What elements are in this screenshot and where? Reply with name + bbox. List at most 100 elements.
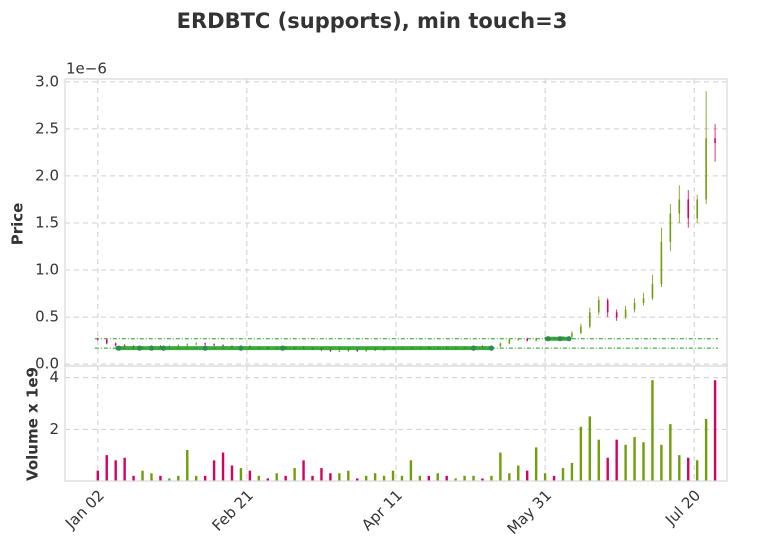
candle-body bbox=[123, 345, 126, 347]
candle-body bbox=[365, 350, 367, 351]
chart-title: ERDBTC (supports), min touch=3 bbox=[177, 9, 568, 33]
volume-tick-label: 4 bbox=[49, 368, 59, 386]
volume-bar bbox=[436, 473, 439, 481]
volume-bar bbox=[615, 439, 618, 481]
touch-point bbox=[557, 336, 563, 342]
volume-bar bbox=[275, 473, 278, 481]
y-tick-label: 2.5 bbox=[35, 119, 59, 137]
volume-bar bbox=[329, 473, 332, 481]
volume-bar bbox=[588, 416, 592, 481]
volume-frame bbox=[64, 365, 728, 482]
volume-bar bbox=[517, 465, 520, 481]
volume-bar bbox=[472, 475, 475, 481]
candle-body bbox=[195, 343, 198, 345]
x-tick-label: Feb 21 bbox=[209, 486, 257, 534]
candle-body bbox=[678, 199, 681, 214]
volume-bar bbox=[463, 475, 466, 481]
candle-body bbox=[356, 350, 359, 351]
candle-body bbox=[615, 312, 618, 318]
volume-bar bbox=[534, 447, 538, 481]
volume-bar bbox=[660, 444, 663, 481]
candle-body bbox=[597, 300, 600, 313]
candle-body bbox=[213, 344, 215, 346]
volume-bar bbox=[338, 473, 341, 481]
volume-bar bbox=[96, 470, 100, 481]
volume-bar bbox=[579, 426, 583, 481]
candle-body bbox=[669, 213, 672, 242]
y-offset-label: 1e−6 bbox=[66, 60, 107, 78]
touch-point bbox=[488, 345, 495, 351]
volume-bar bbox=[713, 380, 717, 481]
candle-body bbox=[97, 338, 99, 340]
volume-bar bbox=[195, 475, 198, 481]
candle-body bbox=[687, 199, 690, 219]
volume-bar bbox=[552, 475, 556, 481]
volume-tick-label: 2 bbox=[49, 420, 59, 438]
volume-bar bbox=[293, 468, 296, 481]
candle-body bbox=[535, 338, 537, 341]
touch-point bbox=[280, 345, 286, 351]
candle-body bbox=[624, 309, 627, 318]
volume-bar bbox=[347, 470, 350, 481]
volume-bar bbox=[382, 475, 386, 481]
volume-bar bbox=[266, 478, 269, 481]
y-tick-label: 1.0 bbox=[35, 261, 59, 279]
x-tick-label: Apr 11 bbox=[358, 486, 406, 534]
y-tick-label: 1.5 bbox=[35, 213, 59, 231]
volume-bar bbox=[445, 475, 448, 481]
volume-bar bbox=[230, 465, 234, 481]
volume-bar bbox=[409, 460, 413, 481]
candle-body bbox=[329, 350, 332, 351]
volume-bar bbox=[239, 468, 243, 481]
volume-bar bbox=[508, 473, 511, 481]
candle-body bbox=[105, 339, 108, 344]
candle-body bbox=[571, 333, 573, 337]
volume-bar bbox=[284, 475, 287, 481]
volume-bar bbox=[561, 468, 565, 481]
touch-point bbox=[148, 345, 155, 351]
volume-bar bbox=[642, 442, 645, 481]
candle-body bbox=[526, 338, 529, 341]
candle-body bbox=[633, 302, 636, 310]
x-tick-label: Jul 20 bbox=[661, 486, 704, 529]
volume-bar bbox=[150, 473, 153, 481]
volume-bar bbox=[526, 470, 529, 481]
candle-body bbox=[177, 345, 180, 347]
candle-body bbox=[517, 338, 520, 340]
volume-bar bbox=[606, 457, 609, 481]
volume-bar bbox=[669, 424, 672, 481]
candle-body bbox=[696, 199, 698, 219]
volume-bar bbox=[704, 418, 708, 481]
touch-point bbox=[238, 345, 244, 351]
volume-bar bbox=[320, 468, 323, 481]
candle-body bbox=[374, 350, 376, 351]
volume-bar bbox=[624, 444, 627, 481]
candle-body bbox=[642, 298, 645, 303]
candle-body bbox=[186, 344, 189, 346]
volume-bar bbox=[186, 449, 189, 481]
volume-bar bbox=[570, 462, 574, 481]
x-tick-label: Jan 02 bbox=[61, 486, 108, 533]
volume-bar bbox=[141, 470, 144, 481]
volume-bar bbox=[212, 460, 216, 481]
volume-bar bbox=[373, 473, 377, 481]
y-tick-label: 3.0 bbox=[35, 72, 59, 90]
volume-bar bbox=[221, 452, 225, 481]
y-tick-label: 2.0 bbox=[35, 166, 59, 184]
volume-bar bbox=[123, 457, 126, 481]
volume-bar bbox=[391, 470, 395, 481]
volume-bar bbox=[159, 475, 162, 481]
volume-bar bbox=[678, 455, 681, 481]
candle-body bbox=[714, 138, 716, 143]
volume-bar bbox=[114, 460, 117, 481]
candle-body bbox=[499, 343, 502, 347]
candle-body bbox=[580, 326, 582, 334]
candle-body bbox=[705, 138, 707, 200]
candle-body bbox=[651, 284, 654, 299]
volume-bar bbox=[364, 475, 368, 481]
candle-body bbox=[114, 343, 117, 346]
volume-bar bbox=[257, 475, 261, 481]
candle-body bbox=[204, 343, 206, 345]
touch-point bbox=[202, 345, 208, 351]
